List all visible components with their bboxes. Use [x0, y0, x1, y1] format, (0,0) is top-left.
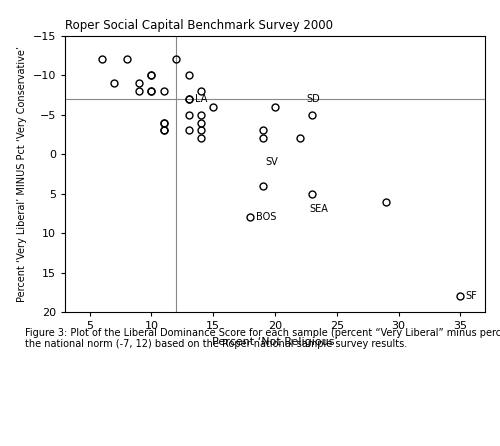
- Text: SF: SF: [465, 291, 477, 301]
- X-axis label: Percent ‘Not Religious’: Percent ‘Not Religious’: [212, 337, 338, 347]
- Y-axis label: Percent ‘Very Liberal’ MINUS Pct ‘Very Conservative’: Percent ‘Very Liberal’ MINUS Pct ‘Very C…: [17, 46, 27, 302]
- Text: SEA: SEA: [310, 205, 328, 215]
- Text: Figure 3: Plot of the Liberal Dominance Score for each sample (percent “Very Lib: Figure 3: Plot of the Liberal Dominance …: [25, 328, 500, 349]
- Text: BOS: BOS: [256, 212, 277, 223]
- Text: SV: SV: [265, 157, 278, 167]
- Text: LA: LA: [194, 94, 207, 104]
- Text: SD: SD: [306, 94, 320, 104]
- Text: Roper Social Capital Benchmark Survey 2000: Roper Social Capital Benchmark Survey 20…: [65, 19, 333, 32]
